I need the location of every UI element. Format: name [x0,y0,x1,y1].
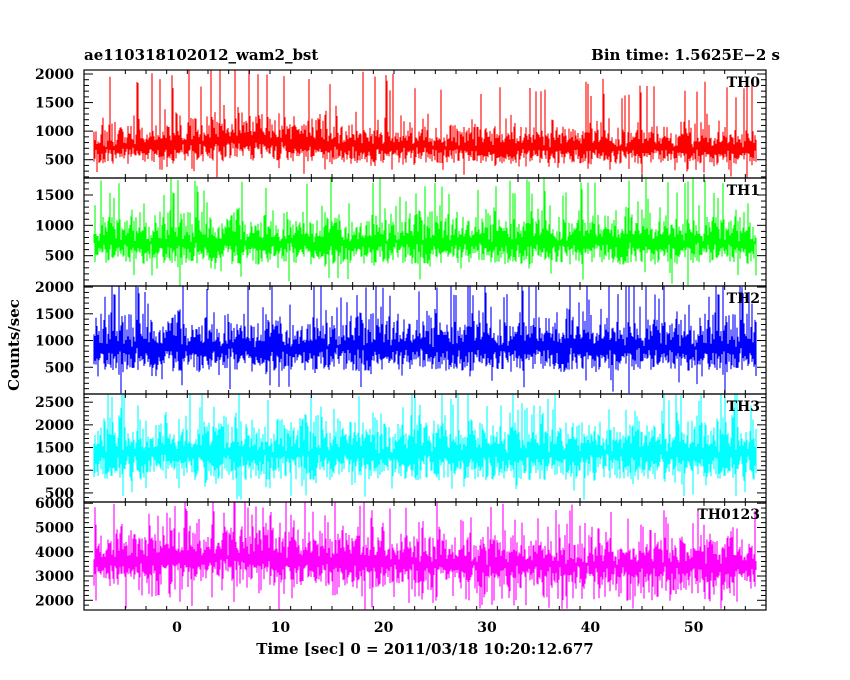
panel-frame [83,501,767,611]
chart-header: ae110318102012_wam2_bst Bin time: 1.5625… [84,46,780,64]
y-tick-label: 1000 [35,334,74,350]
y-axis-label: Counts/sec [5,299,23,391]
y-tick-label: 2000 [35,67,74,83]
series-th3 [93,394,757,500]
x-tick-label: 30 [477,620,497,636]
series-th0123 [93,502,757,610]
y-ticks-th3: 500 1000 1500 2000 2500 [35,394,766,503]
y-tick-label: 1500 [35,188,74,204]
y-ticks-th1: 500 1000 1500 [35,178,766,287]
y-tick-label: 1000 [35,124,74,140]
panel-stack: TH0 500 1000 1500 2000 TH1 500 1000 1500 TH2 500 10… [35,67,767,611]
series-th1 [93,178,757,286]
x-tick-label: 50 [684,620,704,636]
x-tick-label: 0 [172,620,182,636]
panel-label-th2: TH2 [727,291,760,307]
y-tick-label: 1500 [35,96,74,112]
series-th0 [93,70,757,178]
panel-th2: TH2 500 1000 1500 2000 [35,280,767,395]
y-tick-label: 2500 [35,395,74,411]
chart-title-left: ae110318102012_wam2_bst [84,46,318,64]
y-tick-label: 1500 [35,307,74,323]
y-tick-label: 6000 [35,496,74,512]
y-ticks-th0: 500 1000 1500 2000 [35,67,766,178]
panel-frame [83,69,767,179]
y-tick-label: 500 [45,360,74,376]
y-tick-label: 1000 [35,463,74,479]
y-tick-label: 500 [45,249,74,265]
panel-label-th1: TH1 [727,183,760,199]
panel-label-th0: TH0 [727,75,761,91]
y-tick-label: 500 [45,153,74,169]
panel-label-th3: TH3 [727,399,760,415]
y-tick-label: 3000 [35,569,74,585]
y-ticks-th2: 500 1000 1500 2000 [35,280,766,395]
panel-th0: TH0 500 1000 1500 2000 [35,67,767,179]
y-tick-label: 500 [45,486,74,502]
panel-label-th0123: TH0123 [697,507,760,523]
y-tick-label: 5000 [35,520,74,536]
y-ticks-th0123: 2000 3000 4000 5000 6000 [35,496,766,611]
chart-title-right: Bin time: 1.5625E−2 s [591,46,780,64]
panel-th0123: TH0123 2000 3000 4000 5000 6000 [35,496,767,611]
x-tick-label: 40 [581,620,601,636]
series-th2 [93,286,757,394]
y-tick-label: 1000 [35,218,74,234]
y-tick-label: 4000 [35,545,74,561]
x-tick-label: 10 [271,620,291,636]
x-tick-label: 20 [374,620,394,636]
x-axis-label: Time [sec] 0 = 2011/03/18 10:20:12.677 [256,640,593,658]
panel-th3: TH3 500 1000 1500 2000 2500 [35,393,767,503]
panel-th1: TH1 500 1000 1500 [35,177,767,287]
x-axis: 0 10 20 30 40 50 [172,620,704,636]
y-tick-label: 2000 [35,418,74,434]
y-tick-label: 1500 [35,441,74,457]
y-tick-label: 2000 [35,593,74,609]
y-tick-label: 2000 [35,280,74,296]
